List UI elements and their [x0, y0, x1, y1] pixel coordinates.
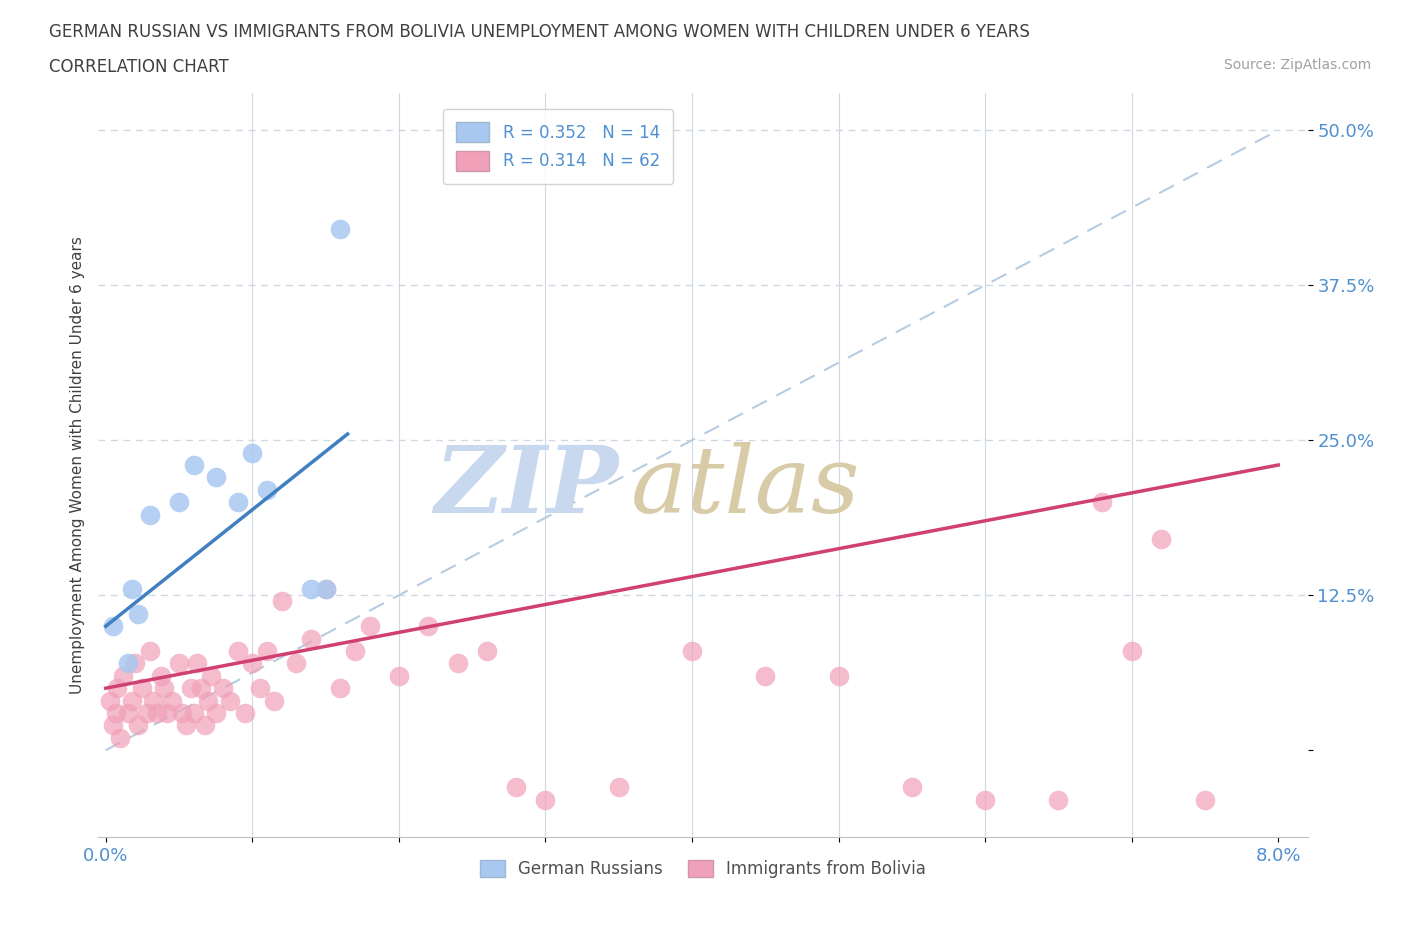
Point: [1121, 644, 1143, 658]
Point: [101, 718, 124, 733]
Point: [127, 606, 149, 621]
Point: [226, 495, 249, 510]
Point: [315, 581, 337, 596]
Point: [160, 693, 183, 708]
Point: [101, 618, 124, 633]
Point: [105, 706, 128, 721]
Point: [256, 644, 278, 658]
Point: [186, 656, 208, 671]
Point: [226, 644, 249, 658]
Point: [98, 693, 121, 708]
Text: CORRELATION CHART: CORRELATION CHART: [49, 58, 229, 75]
Point: [127, 718, 149, 733]
Text: ZIP: ZIP: [434, 443, 619, 532]
Point: [138, 507, 160, 522]
Text: Source: ZipAtlas.com: Source: ZipAtlas.com: [1223, 58, 1371, 72]
Point: [167, 656, 190, 671]
Point: [1194, 792, 1216, 807]
Point: [974, 792, 997, 807]
Point: [138, 644, 160, 658]
Point: [315, 581, 337, 596]
Point: [107, 681, 129, 696]
Point: [240, 445, 263, 460]
Point: [681, 644, 703, 658]
Point: [117, 656, 139, 671]
Point: [263, 693, 285, 708]
Point: [124, 656, 146, 671]
Point: [183, 706, 205, 721]
Point: [505, 780, 527, 795]
Point: [150, 669, 173, 684]
Point: [200, 669, 222, 684]
Point: [142, 693, 165, 708]
Point: [1150, 532, 1173, 547]
Point: [212, 681, 235, 696]
Point: [418, 618, 440, 633]
Point: [299, 581, 322, 596]
Point: [219, 693, 242, 708]
Text: atlas: atlas: [630, 443, 860, 532]
Point: [233, 706, 256, 721]
Point: [299, 631, 322, 646]
Point: [446, 656, 468, 671]
Y-axis label: Unemployment Among Women with Children Under 6 years: Unemployment Among Women with Children U…: [69, 236, 84, 694]
Point: [180, 681, 202, 696]
Point: [1047, 792, 1070, 807]
Point: [249, 681, 271, 696]
Point: [388, 669, 411, 684]
Point: [194, 718, 217, 733]
Point: [135, 706, 157, 721]
Point: [754, 669, 776, 684]
Text: GERMAN RUSSIAN VS IMMIGRANTS FROM BOLIVIA UNEMPLOYMENT AMONG WOMEN WITH CHILDREN: GERMAN RUSSIAN VS IMMIGRANTS FROM BOLIVI…: [49, 23, 1031, 41]
Point: [170, 706, 193, 721]
Point: [534, 792, 557, 807]
Legend: German Russians, Immigrants from Bolivia: German Russians, Immigrants from Bolivia: [474, 853, 932, 884]
Point: [256, 483, 278, 498]
Point: [240, 656, 263, 671]
Point: [197, 693, 219, 708]
Point: [117, 706, 139, 721]
Point: [329, 222, 352, 237]
Point: [901, 780, 924, 795]
Point: [475, 644, 498, 658]
Point: [156, 706, 179, 721]
Point: [270, 594, 292, 609]
Point: [204, 706, 226, 721]
Point: [146, 706, 169, 721]
Point: [1091, 495, 1114, 510]
Point: [121, 581, 143, 596]
Point: [359, 618, 381, 633]
Point: [343, 644, 366, 658]
Point: [167, 495, 190, 510]
Point: [183, 458, 205, 472]
Point: [112, 669, 135, 684]
Point: [204, 470, 226, 485]
Point: [131, 681, 153, 696]
Point: [176, 718, 198, 733]
Point: [110, 730, 132, 745]
Point: [329, 681, 352, 696]
Point: [190, 681, 212, 696]
Point: [121, 693, 143, 708]
Point: [607, 780, 630, 795]
Point: [153, 681, 176, 696]
Point: [827, 669, 849, 684]
Point: [285, 656, 308, 671]
